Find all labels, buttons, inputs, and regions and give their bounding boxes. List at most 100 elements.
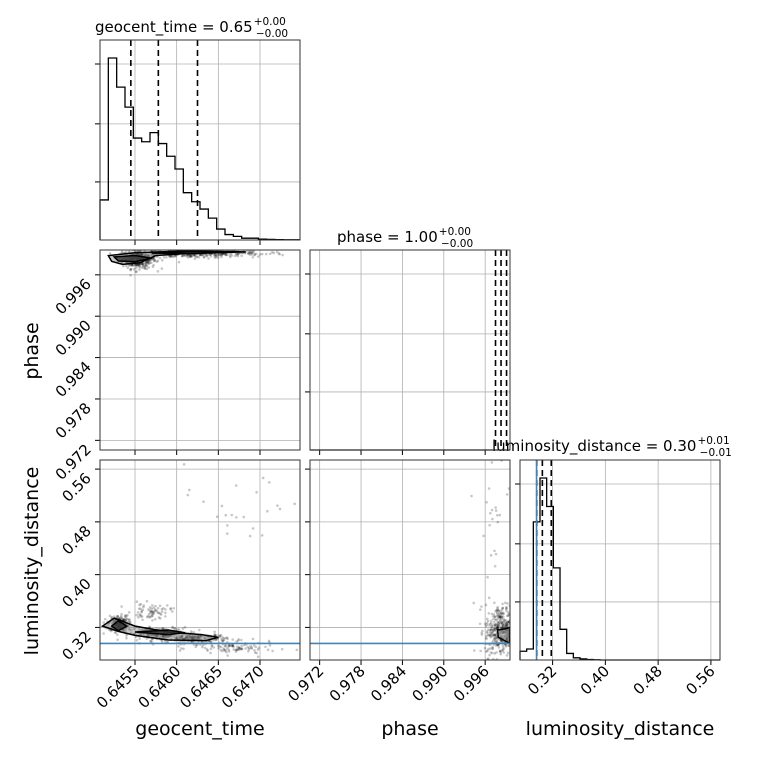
scatter-point (488, 630, 492, 634)
scatter-point (170, 610, 174, 613)
scatter-point (495, 657, 499, 660)
scatter-point (119, 616, 122, 619)
scatter-point (174, 636, 178, 640)
scatter-point (491, 517, 494, 521)
scatter-point (147, 259, 151, 263)
scatter-point (501, 612, 504, 616)
scatter-point (153, 259, 156, 262)
scatter-point (177, 260, 181, 264)
scatter-point (227, 650, 231, 653)
scatter-point (501, 624, 505, 628)
tick-label-y-phase: 0.984 (52, 358, 95, 401)
scatter-point (135, 600, 139, 604)
scatter-point (136, 264, 139, 267)
scatter-point (240, 647, 244, 651)
scatter-point (503, 624, 507, 628)
scatter-point (155, 634, 158, 637)
scatter-point (155, 635, 158, 638)
scatter-point (490, 508, 494, 512)
scatter-point (208, 253, 212, 256)
scatter-point (192, 253, 195, 257)
scatter-point (141, 608, 145, 612)
scatter-point (146, 253, 150, 257)
scatter-point (511, 637, 514, 640)
scatter-point (129, 268, 132, 272)
scatter-point (502, 617, 505, 621)
scatter-point (151, 265, 155, 269)
scatter-point (305, 484, 308, 487)
scatter-point (233, 254, 237, 258)
scatter-point (490, 625, 493, 628)
scatter-point (492, 620, 496, 624)
scatter-point (221, 639, 224, 642)
scatter-point (116, 615, 119, 618)
scatter-point (489, 511, 492, 515)
scatter-point (511, 602, 514, 605)
scatter-point (495, 640, 499, 644)
scatter-point (507, 487, 510, 490)
scatter-point (495, 513, 499, 517)
scatter-point (272, 251, 276, 255)
scatter-point (479, 649, 482, 653)
tick-label-y-luminosity_distance: 0.40 (58, 575, 94, 611)
scatter-point (496, 626, 499, 630)
scatter-point (137, 264, 141, 268)
scatter-point (250, 250, 254, 253)
scatter-point (123, 618, 127, 622)
scatter-point (215, 254, 218, 258)
scatter-point (198, 628, 201, 632)
scatter-point (149, 610, 153, 613)
scatter-point (180, 636, 183, 640)
scatter-point (205, 648, 209, 651)
scatter-point (147, 608, 150, 611)
scatter-point (186, 256, 190, 259)
scatter-point (197, 636, 201, 640)
scatter-point (139, 607, 142, 611)
scatter-point (260, 534, 264, 537)
scatter-point (110, 616, 113, 620)
scatter-point (193, 257, 197, 261)
scatter-point (494, 634, 498, 638)
scatter-point (507, 620, 510, 623)
scatter-point (180, 254, 184, 258)
scatter-point (225, 650, 228, 654)
scatter-point (205, 636, 209, 639)
scatter-point (145, 261, 148, 264)
scatter-point (112, 615, 116, 618)
scatter-point (138, 613, 141, 617)
scatter-point (517, 634, 520, 637)
scatter-point (137, 263, 141, 267)
scatter-point (497, 622, 501, 625)
scatter-point (505, 636, 509, 640)
scatter-point (491, 632, 494, 635)
scatter-point (256, 655, 260, 659)
scatter-point (111, 621, 114, 625)
scatter-point (507, 620, 510, 624)
scatter-point (506, 602, 509, 605)
scatter-point (276, 504, 279, 507)
scatter-point (143, 266, 147, 269)
scatter-point (188, 634, 192, 637)
scatter-point (502, 612, 506, 615)
scatter-point (127, 619, 131, 622)
scatter-point (156, 634, 160, 638)
scatter-point (510, 618, 513, 621)
scatter-point (494, 509, 498, 512)
scatter-point (512, 623, 515, 626)
scatter-point (189, 635, 193, 639)
scatter-point (498, 649, 502, 653)
scatter-point (499, 634, 503, 638)
scatter-point (193, 254, 197, 257)
scatter-point (166, 635, 170, 639)
histogram-geocent_time (99, 57, 300, 241)
scatter-point (195, 255, 198, 259)
scatter-point (209, 647, 213, 651)
scatter-point (515, 639, 518, 642)
scatter-point (220, 253, 224, 256)
scatter-point (512, 626, 515, 629)
scatter-point (171, 625, 174, 629)
scatter-point (502, 631, 505, 634)
scatter-point (207, 257, 210, 260)
scatter-point (149, 615, 152, 618)
scatter-point (506, 614, 509, 618)
